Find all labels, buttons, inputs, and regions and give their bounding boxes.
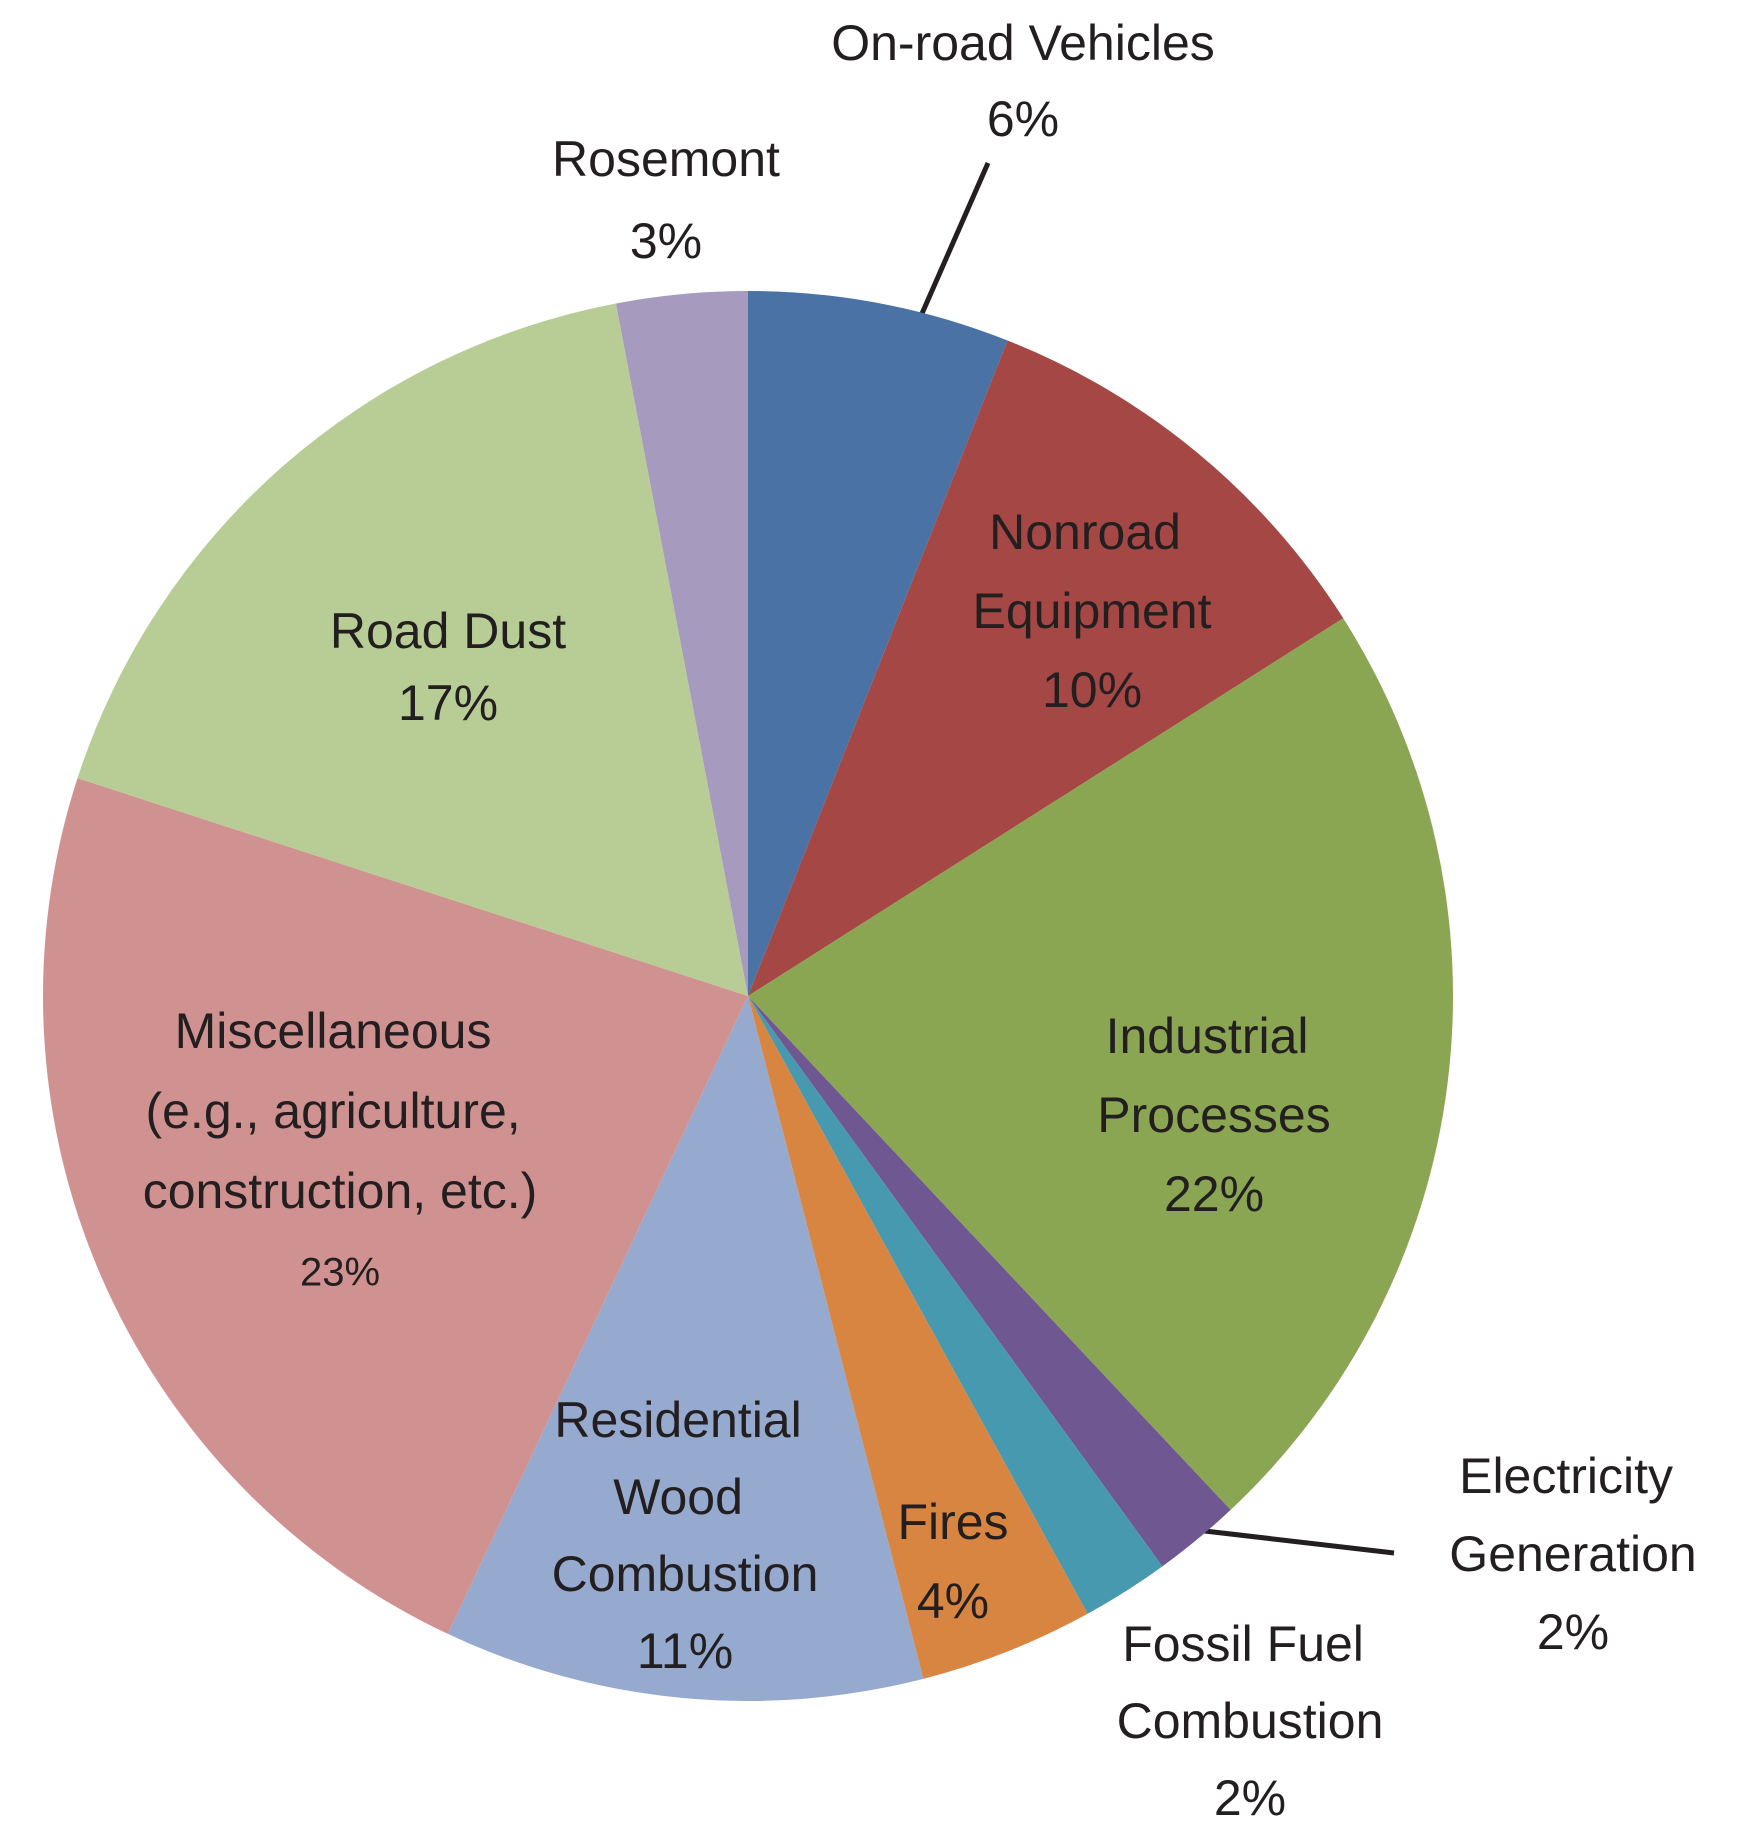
label-line: Residential [554,1392,815,1448]
value-label: 2% [1537,1604,1609,1660]
slice [748,996,1088,1679]
slice-label: Fossil Fuel Combustion [1117,1616,1384,1749]
slice-label: Industrial Processes [1097,1008,1330,1143]
label-line: Electricity [1459,1448,1687,1504]
label-line: Rosemont [552,131,780,187]
slice-label: Road Dust [330,603,566,659]
slices [43,291,1453,1701]
value-label: 4% [917,1573,989,1629]
slice [748,340,1344,996]
slice [748,996,1231,1567]
label-line: Fires [897,1494,1008,1550]
label-line: Processes [1097,1087,1330,1143]
slice-label: Electricity Generation [1449,1448,1696,1582]
leader-line [1178,1525,1395,1556]
label-line: Industrial [1106,1008,1323,1064]
slice [615,291,748,996]
value-label: 2% [1214,1770,1286,1826]
slice-label: On-road Vehicles [831,15,1215,71]
label-line: Combustion [552,1546,819,1602]
slice [748,291,1008,996]
value-label: 11% [637,1623,733,1679]
label-line: Miscellaneous [175,1003,506,1059]
label-line: Wood [613,1469,757,1525]
label-line: construction, etc.) [143,1163,538,1219]
slice [748,996,1163,1614]
label-line: Combustion [1117,1693,1384,1749]
slice-label: Residential Wood Combustion [552,1392,819,1602]
value-label: 22% [1164,1166,1264,1222]
label-line: Generation [1449,1526,1696,1582]
value-label: 3% [630,213,702,269]
value-label: 6% [987,91,1059,147]
value-label: 17% [398,675,498,731]
slice-label: Miscellaneous (e.g., agriculture, constr… [143,1003,538,1219]
label-line: Nonroad [989,504,1195,560]
slice [43,778,749,1634]
label-line: Road Dust [330,603,566,659]
slice [447,996,924,1701]
label-line: On-road Vehicles [831,15,1215,71]
value-label: 10% [1042,662,1142,718]
label-line: (e.g., agriculture, [145,1083,534,1139]
slice-label: Nonroad Equipment [972,504,1211,639]
value-label: 23% [300,1251,380,1295]
label-line: Equipment [972,583,1211,639]
label-line: Fossil Fuel [1122,1616,1378,1672]
slice [748,618,1453,1510]
slice-label: Fires [897,1494,1008,1550]
slice-label: Rosemont [552,131,780,187]
slice [77,303,749,996]
